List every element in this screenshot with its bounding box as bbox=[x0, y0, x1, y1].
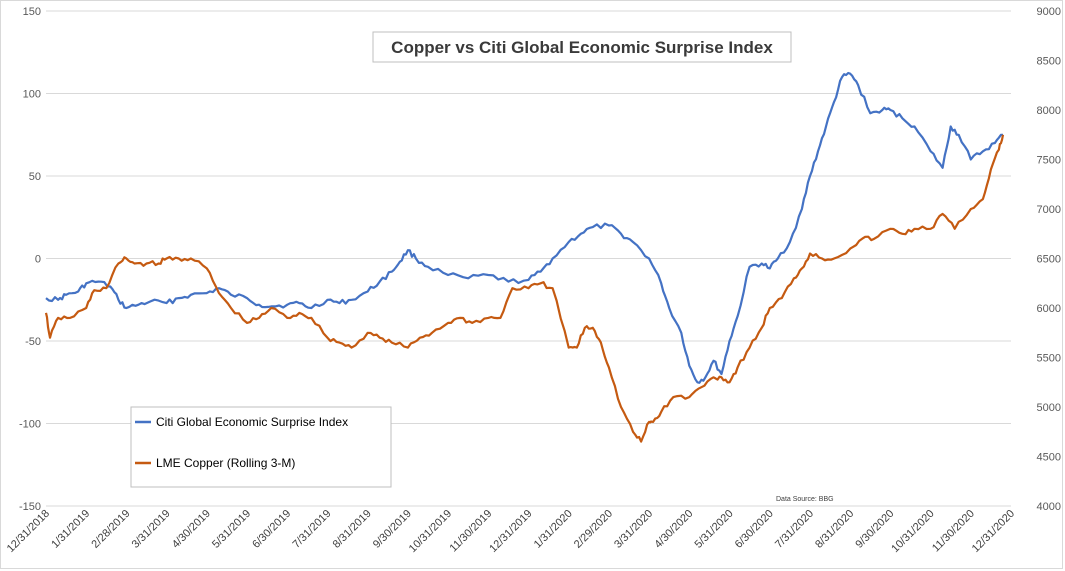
right-tick-label: 5500 bbox=[1037, 353, 1061, 365]
x-tick-label: 12/31/2020 bbox=[970, 508, 1017, 555]
right-tick-label: 8500 bbox=[1037, 56, 1061, 68]
series-lines bbox=[44, 71, 1005, 443]
x-tick-label: 8/31/2019 bbox=[331, 508, 374, 551]
left-tick-label: -150 bbox=[19, 501, 41, 513]
x-tick-label: 5/31/2020 bbox=[693, 508, 736, 551]
legend: Citi Global Economic Surprise Index LME … bbox=[130, 406, 392, 488]
right-tick-label: 5000 bbox=[1037, 402, 1061, 414]
x-tick-label: 4/30/2019 bbox=[170, 508, 213, 551]
right-tick-label: 9000 bbox=[1037, 6, 1061, 18]
left-axis-ticks: 150 100 50 0 -50 -100 -150 bbox=[19, 6, 41, 513]
x-tick-label: 3/31/2019 bbox=[130, 508, 173, 551]
right-tick-label: 8000 bbox=[1037, 105, 1061, 117]
left-tick-label: 100 bbox=[23, 89, 41, 101]
x-tick-label: 10/31/2019 bbox=[407, 508, 454, 555]
legend-label-surprise: Citi Global Economic Surprise Index bbox=[156, 415, 348, 429]
surprise-index-line bbox=[45, 71, 1004, 384]
x-tick-label: 1/31/2019 bbox=[49, 508, 92, 551]
right-tick-label: 6000 bbox=[1037, 303, 1061, 315]
x-tick-label: 6/30/2020 bbox=[733, 508, 776, 551]
right-tick-label: 6500 bbox=[1037, 254, 1061, 266]
x-tick-label: 4/30/2020 bbox=[652, 508, 695, 551]
copper-price-line bbox=[44, 134, 1005, 443]
left-tick-label: 150 bbox=[23, 6, 41, 18]
chart-title: Copper vs Citi Global Economic Surprise … bbox=[391, 38, 773, 57]
x-tick-label: 7/31/2019 bbox=[290, 508, 333, 551]
left-tick-label: -100 bbox=[19, 419, 41, 431]
x-tick-label: 10/31/2020 bbox=[889, 508, 936, 555]
x-tick-label: 5/31/2019 bbox=[210, 508, 253, 551]
right-tick-label: 4500 bbox=[1037, 452, 1061, 464]
left-tick-label: 0 bbox=[35, 254, 41, 266]
right-tick-label: 7000 bbox=[1037, 204, 1061, 216]
legend-label-copper: LME Copper (Rolling 3-M) bbox=[156, 456, 295, 470]
title-background bbox=[372, 31, 792, 63]
x-tick-label: 8/31/2020 bbox=[813, 508, 856, 551]
right-axis-ticks: 9000 8500 8000 7500 7000 6500 6000 5500 5000 4500… bbox=[1037, 6, 1061, 513]
x-tick-label: 9/30/2020 bbox=[853, 508, 896, 551]
x-tick-label: 12/31/2019 bbox=[487, 508, 534, 555]
left-tick-label: 50 bbox=[29, 171, 41, 183]
legend-box bbox=[130, 406, 392, 488]
right-tick-label: 4000 bbox=[1037, 501, 1061, 513]
x-tick-label: 1/31/2020 bbox=[532, 508, 575, 551]
x-tick-label: 2/28/2019 bbox=[89, 508, 132, 551]
right-tick-label: 7500 bbox=[1037, 155, 1061, 167]
x-tick-label: 2/29/2020 bbox=[572, 508, 615, 551]
x-tick-label: 12/31/2018 bbox=[5, 508, 52, 555]
x-axis-ticks: 12/31/20181/31/20192/28/20193/31/20194/3… bbox=[5, 508, 1017, 555]
chart-title-box: Copper vs Citi Global Economic Surprise … bbox=[372, 31, 792, 63]
x-tick-label: 7/31/2020 bbox=[773, 508, 816, 551]
x-tick-label: 6/30/2019 bbox=[250, 508, 293, 551]
data-source-note: Data Source: BBG bbox=[776, 496, 834, 503]
x-tick-label: 9/30/2019 bbox=[371, 508, 414, 551]
x-tick-label: 3/31/2020 bbox=[612, 508, 655, 551]
left-tick-label: -50 bbox=[25, 336, 41, 348]
